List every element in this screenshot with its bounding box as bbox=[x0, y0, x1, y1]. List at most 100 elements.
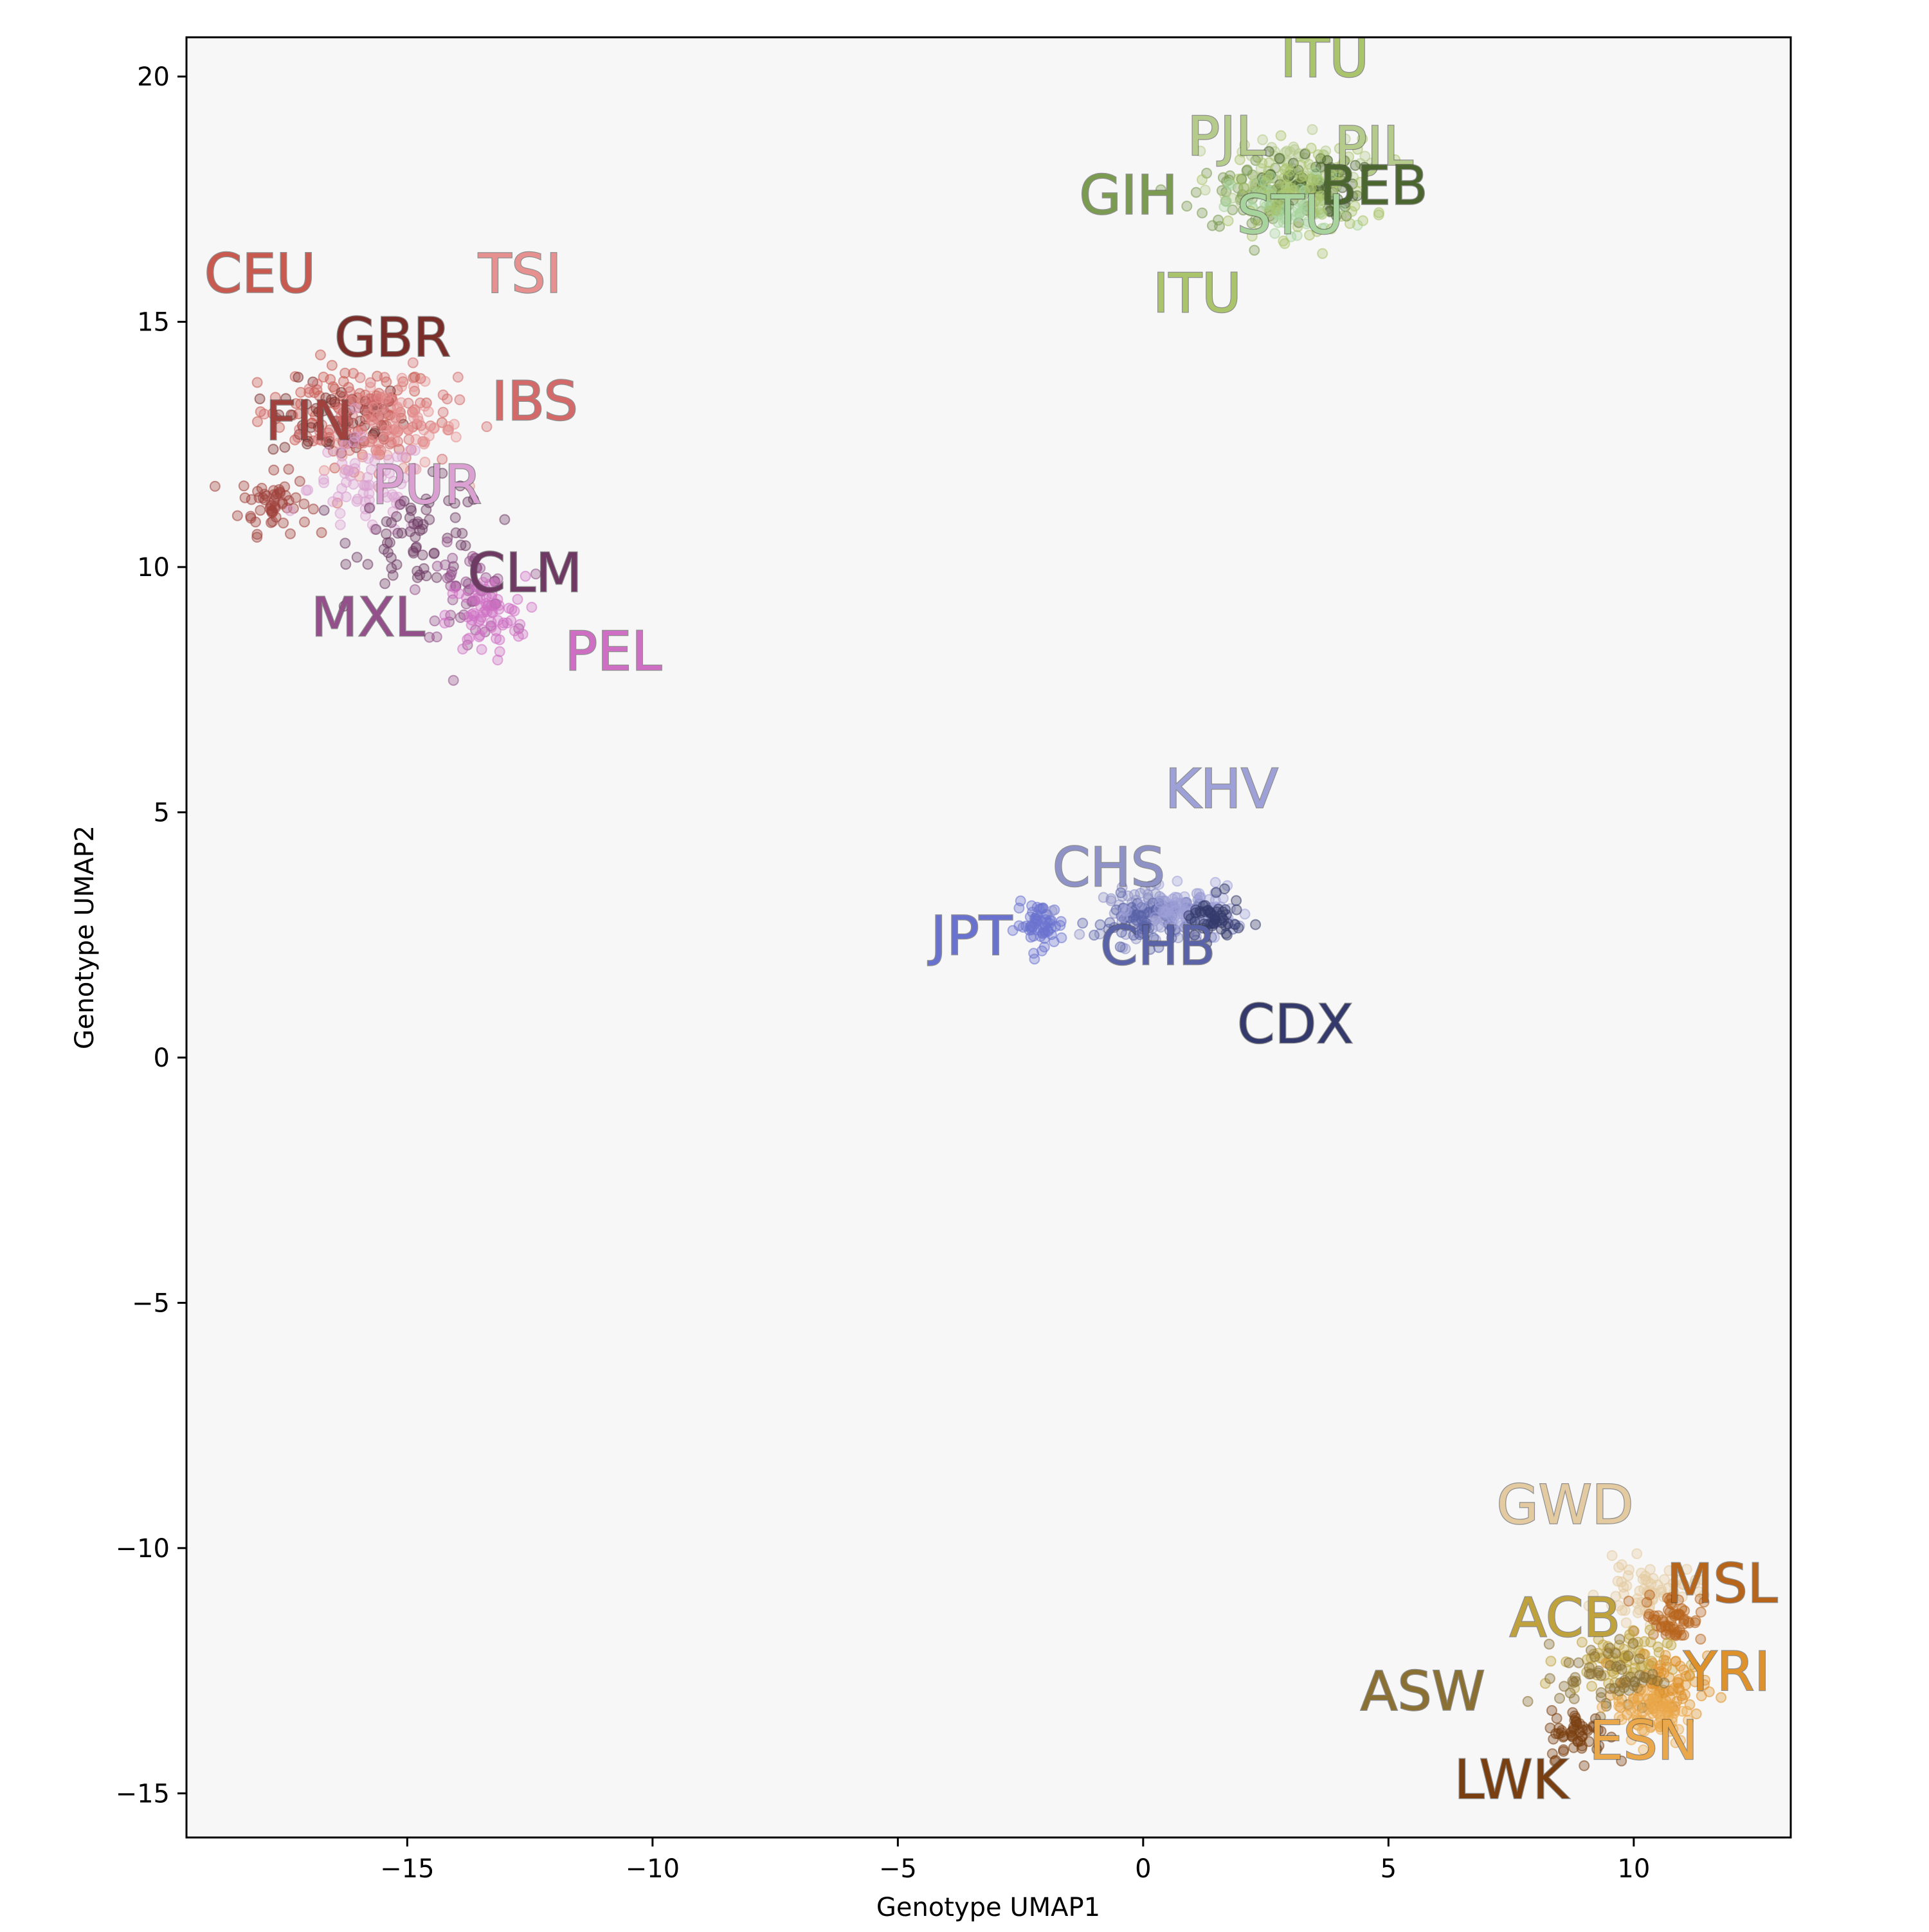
point-mxl bbox=[431, 561, 443, 572]
point-acb bbox=[1644, 1624, 1656, 1636]
point-itu bbox=[1307, 202, 1319, 213]
point-pur bbox=[339, 467, 350, 479]
point-tsi bbox=[448, 419, 460, 430]
point-pur bbox=[376, 471, 387, 483]
point-gih bbox=[1181, 201, 1193, 212]
point-asw bbox=[1595, 1687, 1607, 1699]
point-pel bbox=[475, 614, 486, 626]
point-ibs bbox=[437, 453, 448, 465]
point-mxl bbox=[429, 615, 440, 627]
point-clm bbox=[412, 565, 423, 577]
point-khv bbox=[1209, 877, 1221, 888]
point-tsi bbox=[367, 417, 379, 428]
point-itu bbox=[1238, 183, 1250, 194]
point-tsi bbox=[450, 431, 462, 443]
label-pur: PUR bbox=[372, 453, 482, 516]
label-yri: YRI bbox=[1683, 1640, 1770, 1703]
point-ibs bbox=[314, 426, 325, 437]
point-pel bbox=[475, 593, 486, 604]
point-itu bbox=[1344, 218, 1355, 230]
point-itu bbox=[1279, 188, 1291, 199]
label-cdx: CDX bbox=[1237, 993, 1354, 1056]
label-fin: FIN bbox=[266, 390, 353, 453]
point-pel bbox=[487, 607, 498, 618]
point-yri bbox=[1673, 1674, 1685, 1685]
point-pel bbox=[439, 617, 451, 629]
point-pel bbox=[462, 634, 473, 646]
point-jpt bbox=[1048, 936, 1060, 948]
point-gbr bbox=[301, 399, 312, 410]
point-yri bbox=[1660, 1650, 1671, 1661]
point-clm bbox=[318, 505, 330, 516]
point-ceu bbox=[274, 422, 285, 433]
point-gbr bbox=[325, 393, 337, 405]
point-itu bbox=[1325, 223, 1337, 235]
point-tsi bbox=[383, 388, 394, 400]
point-msl bbox=[1623, 1595, 1635, 1607]
point-gwd bbox=[1644, 1564, 1656, 1575]
point-asw bbox=[1627, 1638, 1639, 1649]
point-clm bbox=[340, 537, 351, 549]
point-tsi bbox=[410, 434, 422, 445]
point-gwd bbox=[1613, 1562, 1624, 1573]
point-khv bbox=[1172, 876, 1183, 887]
point-itu bbox=[1357, 215, 1369, 226]
point-pjl bbox=[1307, 124, 1318, 135]
point-clm bbox=[384, 537, 395, 548]
point-mxl bbox=[530, 568, 541, 580]
point-pjl bbox=[1339, 133, 1351, 145]
point-itu bbox=[1308, 175, 1319, 186]
point-pur bbox=[352, 493, 363, 505]
label-mxl: MXL bbox=[311, 586, 425, 649]
point-ibs bbox=[481, 421, 493, 433]
point-itu bbox=[1255, 185, 1267, 196]
point-khv bbox=[1174, 898, 1186, 909]
point-fin bbox=[265, 500, 276, 512]
point-ceu bbox=[327, 381, 339, 392]
point-itu bbox=[1246, 230, 1258, 242]
point-itu bbox=[1373, 209, 1384, 221]
point-pur bbox=[334, 508, 346, 519]
point-clm bbox=[421, 570, 432, 582]
y-tick-label: 15 bbox=[137, 308, 170, 338]
point-ibs bbox=[354, 372, 366, 383]
point-clm bbox=[379, 578, 391, 590]
x-tick-label: 10 bbox=[1617, 1854, 1650, 1884]
point-mxl bbox=[446, 566, 458, 577]
point-clm bbox=[396, 527, 408, 539]
label-pel: PEL bbox=[565, 620, 662, 683]
point-lwk bbox=[1553, 1722, 1564, 1734]
point-gbr bbox=[254, 393, 266, 404]
point-jpt bbox=[1029, 913, 1040, 924]
point-clm bbox=[437, 467, 448, 479]
point-cdx bbox=[1220, 920, 1231, 932]
label-gbr: GBR bbox=[334, 306, 451, 369]
point-tsi bbox=[396, 381, 408, 392]
y-tick-label: 5 bbox=[154, 798, 170, 827]
point-clm bbox=[351, 552, 363, 563]
point-esn bbox=[1637, 1684, 1649, 1696]
point-pur bbox=[340, 491, 352, 503]
point-lwk bbox=[1570, 1716, 1582, 1728]
point-fin bbox=[278, 518, 289, 528]
point-pur bbox=[349, 402, 361, 414]
point-stu bbox=[1272, 217, 1284, 228]
label-khv: KHV bbox=[1165, 757, 1278, 820]
point-fin bbox=[316, 527, 327, 538]
point-asw bbox=[1573, 1657, 1584, 1668]
point-pur bbox=[359, 480, 371, 491]
label-itu: ITU bbox=[1280, 26, 1369, 89]
point-asw bbox=[1628, 1680, 1640, 1692]
point-asw bbox=[1559, 1681, 1570, 1692]
point-gbr bbox=[280, 393, 291, 404]
point-gih bbox=[1214, 221, 1226, 232]
point-tsi bbox=[419, 438, 430, 450]
point-asw bbox=[1589, 1651, 1600, 1663]
point-ceu bbox=[269, 392, 281, 403]
series-clm bbox=[318, 466, 511, 612]
point-tsi bbox=[365, 436, 376, 447]
point-clm bbox=[462, 496, 474, 508]
point-pel bbox=[492, 655, 503, 665]
point-clm bbox=[460, 540, 471, 552]
point-mxl bbox=[441, 536, 453, 548]
